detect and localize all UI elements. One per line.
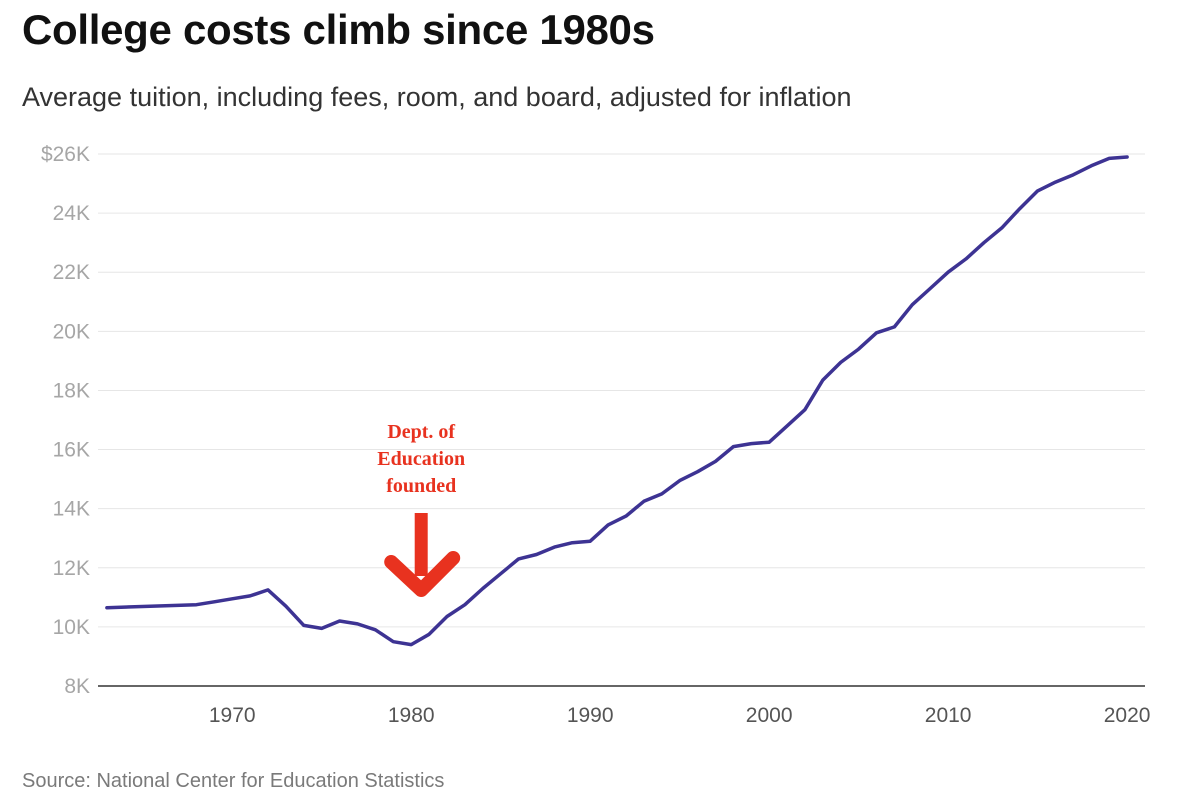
- y-tick-label: 22K: [53, 261, 90, 284]
- y-tick-label: 20K: [53, 320, 90, 343]
- y-tick-label: 8K: [64, 675, 90, 698]
- y-tick-label: $26K: [41, 143, 90, 166]
- annotation-text: Education: [377, 448, 465, 470]
- annotation-text: founded: [386, 475, 456, 497]
- annotation-arrow-head: [384, 551, 461, 597]
- x-tick-label: 1970: [209, 704, 256, 727]
- annotation-text: Dept. of: [387, 421, 455, 443]
- y-tick-label: 10K: [53, 616, 90, 639]
- x-tick-label: 2010: [925, 704, 972, 727]
- x-tick-label: 1980: [388, 704, 435, 727]
- chart-source: Source: National Center for Education St…: [22, 770, 445, 792]
- y-tick-label: 16K: [53, 439, 90, 462]
- y-tick-label: 14K: [53, 498, 90, 521]
- x-tick-label: 2000: [746, 704, 793, 727]
- y-tick-label: 24K: [53, 202, 90, 225]
- series-line: [105, 155, 1129, 647]
- chart-subtitle: Average tuition, including fees, room, a…: [22, 82, 852, 112]
- y-tick-label: 18K: [53, 379, 90, 402]
- x-tick-label: 2020: [1104, 704, 1151, 727]
- x-tick-label: 1990: [567, 704, 614, 727]
- y-tick-label: 12K: [53, 557, 90, 580]
- chart-title: College costs climb since 1980s: [22, 6, 655, 53]
